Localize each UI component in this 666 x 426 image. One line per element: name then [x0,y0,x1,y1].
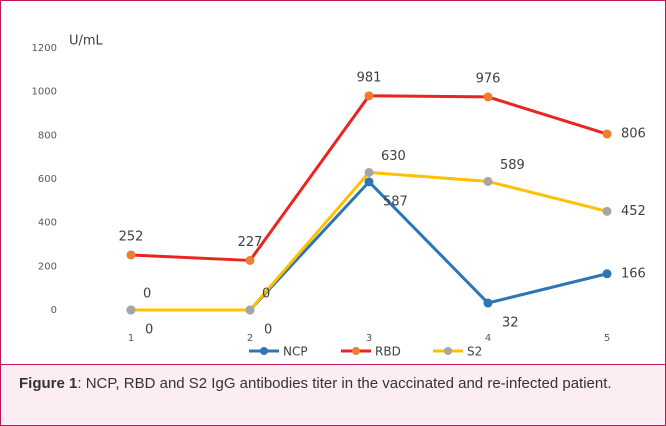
series-line [131,180,608,312]
y-axis-label: U/mL [69,34,104,49]
x-tick-label: 3 [366,333,372,344]
legend-marker [352,347,360,355]
legend-label: NCP [283,345,308,359]
value-label: 0 [264,323,272,338]
value-label: 587 [383,194,408,209]
legend-marker [444,347,452,355]
series-line [131,170,608,312]
point [364,91,374,101]
y-tick-label: 800 [38,130,57,141]
value-label: 166 [621,266,646,281]
caption-text: : NCP, RBD and S2 IgG antibodies titer i… [77,375,612,392]
point [245,255,255,265]
y-tick-label: 200 [38,261,57,272]
value-label: 452 [621,204,646,219]
y-tick-label: 0 [51,305,57,316]
x-tick-label: 2 [247,333,253,344]
x-tick-label: 1 [128,333,134,344]
caption-label: Figure 1 [19,375,78,392]
y-tick-label: 1200 [32,43,57,54]
point [364,167,374,177]
value-label: 589 [500,158,525,173]
point [602,129,612,139]
legend-label: RBD [375,345,401,359]
value-label: 0 [145,323,153,338]
chart: U/mL 0 200 400 600 800 1000 1200 1 2 3 4 5 0 0 587 32 16… [32,34,646,359]
point [364,177,374,187]
value-label: 32 [502,316,519,331]
value-label: 0 [143,287,151,302]
x-tick-label: 5 [604,333,610,344]
legend-label: S2 [467,345,482,359]
value-label: 227 [238,235,263,250]
point [602,206,612,216]
point [483,298,493,308]
x-tick-label: 4 [485,333,491,344]
point [602,269,612,279]
point [483,176,493,186]
legend-marker [260,347,268,355]
value-label: 252 [119,229,144,244]
value-label: 806 [621,127,646,142]
point [245,305,255,315]
point [126,250,136,260]
value-label: 981 [357,70,382,85]
y-tick-label: 600 [38,174,57,185]
value-label: 630 [381,149,406,164]
caption: Figure 1: NCP, RBD and S2 IgG antibodies… [1,364,665,425]
value-label: 976 [476,71,501,86]
value-label: 0 [262,287,270,302]
point [126,305,136,315]
y-tick-label: 1000 [32,87,57,98]
point [483,92,493,102]
y-tick-label: 400 [38,218,57,229]
